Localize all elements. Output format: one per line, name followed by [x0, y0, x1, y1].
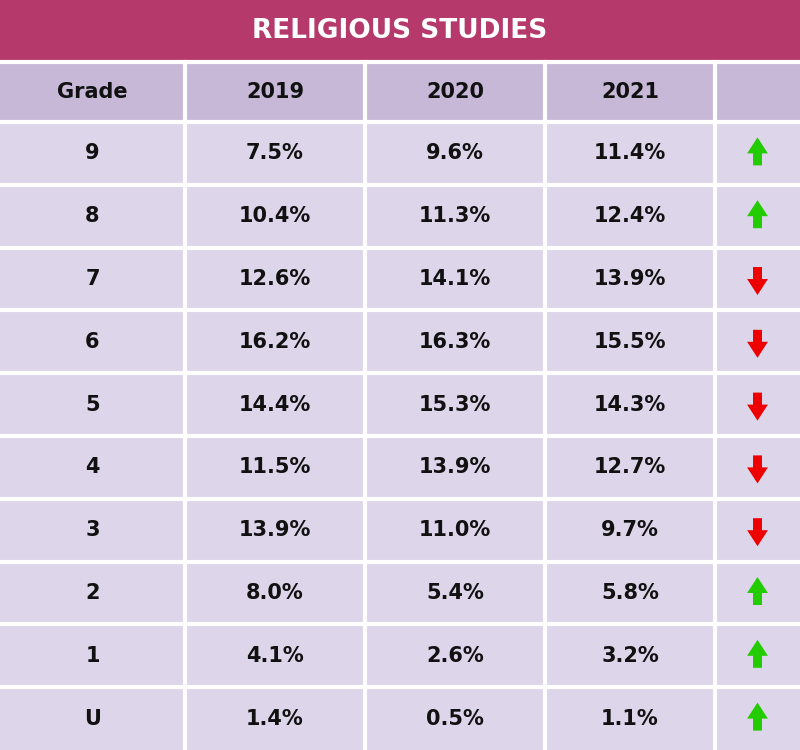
- Text: RELIGIOUS STUDIES: RELIGIOUS STUDIES: [252, 18, 548, 44]
- Text: 2021: 2021: [601, 82, 659, 102]
- Text: 11.4%: 11.4%: [594, 143, 666, 164]
- Text: 13.9%: 13.9%: [419, 458, 491, 478]
- Text: 7.5%: 7.5%: [246, 143, 304, 164]
- Text: 5.8%: 5.8%: [601, 583, 659, 603]
- Text: 14.4%: 14.4%: [239, 394, 311, 415]
- Polygon shape: [747, 703, 768, 730]
- Polygon shape: [747, 455, 768, 484]
- Bar: [0, 184, 800, 248]
- Text: 8: 8: [86, 206, 100, 226]
- Text: 11.0%: 11.0%: [419, 520, 491, 540]
- Text: 1.1%: 1.1%: [601, 709, 659, 728]
- Text: 12.4%: 12.4%: [594, 206, 666, 226]
- Polygon shape: [747, 137, 768, 166]
- Text: 5: 5: [85, 394, 100, 415]
- Text: 1: 1: [86, 646, 100, 666]
- Text: 9.6%: 9.6%: [426, 143, 484, 164]
- Bar: [0, 310, 800, 374]
- Text: 9.7%: 9.7%: [601, 520, 659, 540]
- Polygon shape: [747, 200, 768, 228]
- Bar: [0, 122, 800, 184]
- Text: 2020: 2020: [426, 82, 484, 102]
- Polygon shape: [747, 330, 768, 358]
- Text: 14.3%: 14.3%: [594, 394, 666, 415]
- Text: 16.2%: 16.2%: [239, 332, 311, 352]
- Bar: [0, 625, 800, 687]
- Text: 13.9%: 13.9%: [239, 520, 311, 540]
- Text: 11.5%: 11.5%: [239, 458, 311, 478]
- Bar: [0, 62, 800, 122]
- Text: 12.7%: 12.7%: [594, 458, 666, 478]
- Bar: [0, 0, 800, 62]
- Text: 2.6%: 2.6%: [426, 646, 484, 666]
- Polygon shape: [747, 640, 768, 668]
- Text: 5.4%: 5.4%: [426, 583, 484, 603]
- Bar: [0, 436, 800, 499]
- Text: 6: 6: [86, 332, 100, 352]
- Text: 1.4%: 1.4%: [246, 709, 304, 728]
- Polygon shape: [747, 518, 768, 546]
- Text: 2019: 2019: [246, 82, 304, 102]
- Bar: [0, 248, 800, 310]
- Text: 0.5%: 0.5%: [426, 709, 484, 728]
- Text: 14.1%: 14.1%: [419, 269, 491, 289]
- Text: 10.4%: 10.4%: [239, 206, 311, 226]
- Text: 7: 7: [86, 269, 100, 289]
- Text: 2: 2: [86, 583, 100, 603]
- Text: 15.3%: 15.3%: [419, 394, 491, 415]
- Text: 15.5%: 15.5%: [594, 332, 666, 352]
- Polygon shape: [747, 577, 768, 605]
- Polygon shape: [747, 267, 768, 295]
- Text: U: U: [84, 709, 101, 728]
- Bar: [0, 499, 800, 562]
- Text: 9: 9: [85, 143, 100, 164]
- Text: 4: 4: [86, 458, 100, 478]
- Text: 8.0%: 8.0%: [246, 583, 304, 603]
- Text: 12.6%: 12.6%: [239, 269, 311, 289]
- Bar: [0, 687, 800, 750]
- Text: 16.3%: 16.3%: [419, 332, 491, 352]
- Polygon shape: [747, 392, 768, 421]
- Bar: [0, 562, 800, 625]
- Text: Grade: Grade: [57, 82, 128, 102]
- Text: 13.9%: 13.9%: [594, 269, 666, 289]
- Bar: [0, 374, 800, 436]
- Text: 11.3%: 11.3%: [419, 206, 491, 226]
- Text: 3.2%: 3.2%: [601, 646, 659, 666]
- Text: 3: 3: [86, 520, 100, 540]
- Text: 4.1%: 4.1%: [246, 646, 304, 666]
